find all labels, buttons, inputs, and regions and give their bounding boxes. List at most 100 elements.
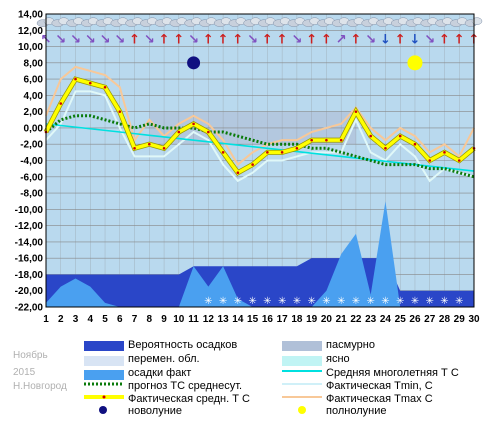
snowflake-icon: ✳ <box>455 296 463 307</box>
x-tick-label: 28 <box>439 314 451 325</box>
point-fact-mean <box>74 77 77 81</box>
wind-arrow-icon: ↘ <box>291 32 302 47</box>
line-forecast-mean <box>45 114 475 179</box>
y-tick-label: 6,00 <box>24 75 44 86</box>
precipitation-layer <box>46 201 474 307</box>
x-tick-label: 15 <box>247 314 259 325</box>
wind-arrow-icon: ↑ <box>232 32 243 47</box>
point-fact-mean <box>88 81 92 85</box>
x-tick-label: 1 <box>43 314 49 325</box>
wind-arrow-icon: ↘ <box>100 32 111 47</box>
point-fact-mean <box>280 151 284 154</box>
snowflake-icon: ✳ <box>219 296 227 307</box>
wind-arrow-icon: ↑ <box>218 32 229 47</box>
legend-clear: ясно <box>326 353 350 365</box>
y-tick-label: -6,00 <box>20 172 43 183</box>
snowflake-icon: ✳ <box>381 296 389 307</box>
x-tick-label: 2 <box>58 314 64 325</box>
swatch-full-moon <box>298 406 306 414</box>
x-tick-label: 10 <box>173 314 185 325</box>
point-fact-mean <box>325 138 328 142</box>
point-fact-mean <box>295 146 299 150</box>
y-tick-label: -10,00 <box>15 205 44 216</box>
year-label: 2015 <box>13 367 36 378</box>
point-fact-mean <box>443 151 446 154</box>
plot-border <box>45 13 475 308</box>
swatch-fact-tmin <box>282 383 322 385</box>
legend-precip-prob: Вероятность осадков <box>128 339 238 351</box>
wind-arrow-icon: ↑ <box>321 32 332 47</box>
wind-arrow-icon: ↑ <box>454 32 465 47</box>
snowflake-icon: ✳ <box>293 296 301 307</box>
precip-fact-area <box>46 201 474 307</box>
x-tick-label: 9 <box>161 314 167 325</box>
snowflake-icon: ✳ <box>248 296 256 307</box>
wind-arrow-icon: ↓ <box>410 32 421 47</box>
legend-mean-long: Средняя многолетняя Т С <box>326 367 459 379</box>
x-tick-label: 21 <box>336 314 348 325</box>
wind-arrow-icon: ↑ <box>306 32 317 47</box>
full-moon-icon <box>407 55 423 71</box>
legend-new-moon: новолуние <box>128 405 183 417</box>
swatch-new-moon <box>99 406 107 414</box>
x-tick-label: 4 <box>87 314 93 325</box>
x-tick-label: 30 <box>468 314 480 325</box>
point-fact-mean <box>207 130 210 134</box>
point-fact-mean <box>236 171 240 175</box>
x-tick-label: 23 <box>365 314 377 325</box>
point-fact-mean <box>251 163 254 166</box>
snowflake-icon: ✳ <box>204 296 212 307</box>
point-fact-mean <box>384 146 387 150</box>
swatch-mean-long <box>282 370 322 372</box>
y-tick-label: 10,00 <box>18 42 43 53</box>
snowflake-icon: ✳ <box>234 296 242 307</box>
point-fact-mean <box>103 85 107 89</box>
snowflake-icon: ✳ <box>337 296 345 307</box>
snowflake-icon: ✳ <box>396 296 404 307</box>
x-tick-label: 8 <box>147 314 153 325</box>
point-fact-mean <box>413 142 417 146</box>
legend-variable-cloud: перемен. обл. <box>128 353 200 365</box>
y-tick-label: -18,00 <box>15 270 44 281</box>
x-axis-ticks: 1 2 3 4 5 6 7 8 9 10 11 12 13 14 15 16 17 18 19 20 21 22 23 24 2… <box>43 314 480 325</box>
y-tick-label: -20,00 <box>15 286 44 297</box>
wind-arrow-icon: ↘ <box>424 32 435 47</box>
wind-arrow-icon: ↑ <box>395 32 406 47</box>
x-tick-label: 27 <box>424 314 436 325</box>
wind-arrow-icon: ↑ <box>203 32 214 47</box>
snowflake-icon: ✳ <box>426 296 434 307</box>
y-tick-label: -22,00 <box>15 303 44 314</box>
x-tick-label: 26 <box>409 314 421 325</box>
x-tick-label: 12 <box>203 314 215 325</box>
y-tick-label: -2,00 <box>20 140 43 151</box>
y-tick-label: 14,00 <box>18 10 43 21</box>
point-fact-mean <box>310 138 313 142</box>
x-tick-label: 7 <box>132 314 138 325</box>
x-tick-label: 14 <box>232 314 244 325</box>
y-tick-label: 12,00 <box>18 26 43 37</box>
swatch-fact-tmax <box>282 396 322 398</box>
point-fact-mean <box>162 146 166 150</box>
swatch-precip-fact <box>84 370 124 380</box>
point-fact-mean <box>148 142 151 146</box>
x-tick-label: 17 <box>277 314 289 325</box>
line-fact-mean <box>44 77 476 175</box>
x-tick-label: 25 <box>395 314 407 325</box>
point-fact-mean <box>177 130 181 134</box>
x-tick-label: 5 <box>102 314 108 325</box>
point-fact-mean <box>457 159 461 162</box>
point-fact-mean <box>428 159 432 162</box>
x-tick-label: 22 <box>350 314 362 325</box>
wind-arrow-icon: ↘ <box>247 32 258 47</box>
point-fact-mean <box>192 122 195 126</box>
point-fact-mean <box>133 146 136 150</box>
line-fact-tmax <box>45 65 475 167</box>
y-tick-label: -16,00 <box>15 254 44 265</box>
temperature-lines <box>43 65 476 183</box>
legend-fact-mean: Фактическая средн. Т С <box>128 393 250 405</box>
legend-precip-fact: осадки факт <box>128 367 192 379</box>
wind-arrow-icon: ↑ <box>159 32 170 47</box>
y-axis-ticks: 14,00 12,00 10,00 8,00 6,00 4,00 2,00 0,00 -2,00… <box>15 10 44 314</box>
wind-arrow-icon: ↘ <box>70 32 81 47</box>
city-label: Н.Новгород <box>13 381 67 392</box>
